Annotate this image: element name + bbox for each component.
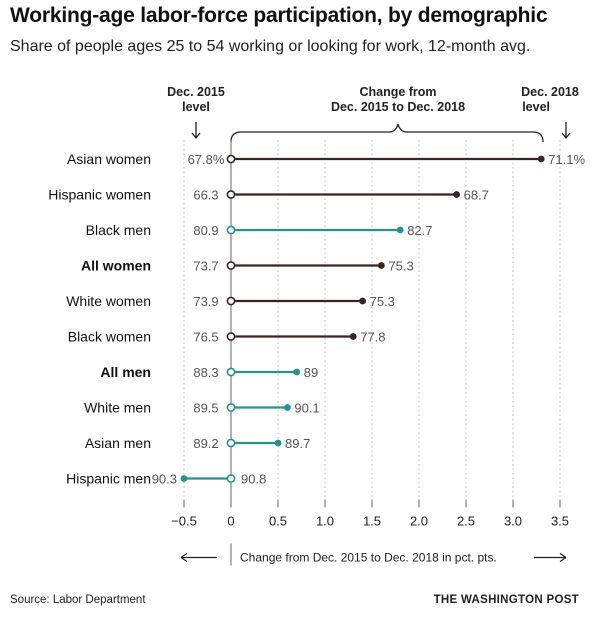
row-label: Black men xyxy=(86,222,151,238)
start-dot xyxy=(226,296,236,306)
start-level-arrow xyxy=(191,122,201,140)
chart-title: Working-age labor-force participation, b… xyxy=(10,4,548,27)
end-level-arrow xyxy=(561,122,571,140)
end-value: 75.3 xyxy=(388,259,413,274)
chart-subtitle: Share of people ages 25 to 54 working or… xyxy=(10,38,531,55)
end-value: 89 xyxy=(304,365,318,380)
start-value: 66.3 xyxy=(193,188,218,203)
start-value: 73.9 xyxy=(193,294,218,309)
start-value: 89.5 xyxy=(193,401,218,416)
start-value: 67.8% xyxy=(188,152,225,167)
source-note: Source: Labor Department xyxy=(10,594,146,606)
start-dot xyxy=(226,154,236,164)
end-level-header: level xyxy=(522,100,550,114)
x-tick-label: 2.5 xyxy=(457,514,475,529)
right-arrow xyxy=(534,553,567,562)
start-level-header: Dec. 2015 xyxy=(167,85,225,99)
row-label: Black women xyxy=(68,329,151,345)
row-label: White women xyxy=(66,293,151,309)
change-header: Change from xyxy=(359,85,436,99)
x-tick-label: 1.0 xyxy=(316,514,334,529)
start-dot xyxy=(226,225,236,235)
end-dot xyxy=(274,439,282,447)
end-value: 71.1% xyxy=(548,152,585,167)
x-axis-label: Change from Dec. 2015 to Dec. 2018 in pc… xyxy=(240,551,497,565)
left-arrow xyxy=(180,553,217,562)
start-value: 88.3 xyxy=(193,365,218,380)
end-dot xyxy=(284,404,291,411)
start-dot xyxy=(226,261,236,270)
start-level-header: level xyxy=(182,100,210,114)
start-dot xyxy=(226,403,236,412)
x-tick-label: 1.5 xyxy=(363,514,381,529)
end-value: 90.3 xyxy=(152,472,177,487)
x-tick-label: 3.0 xyxy=(504,514,522,529)
start-dot xyxy=(226,190,236,199)
start-dot xyxy=(226,474,236,483)
end-level-header: Dec. 2018 xyxy=(521,85,579,99)
change-header: Dec. 2015 to Dec. 2018 xyxy=(331,100,465,114)
row-label: White men xyxy=(84,400,151,416)
start-value: 80.9 xyxy=(193,223,218,238)
start-value: 89.2 xyxy=(193,436,218,451)
end-dot xyxy=(359,297,366,305)
start-value: 76.5 xyxy=(193,330,218,345)
end-dot xyxy=(180,475,188,482)
change-brace xyxy=(230,123,544,143)
end-value: 82.7 xyxy=(407,223,432,238)
start-dot xyxy=(226,438,236,448)
row-label: Hispanic men xyxy=(66,471,151,487)
x-tick-label: −0.5 xyxy=(171,514,197,529)
row-label: Asian men xyxy=(85,435,151,451)
publisher-credit: THE WASHINGTON POST xyxy=(433,594,579,606)
start-dot xyxy=(226,332,236,341)
end-value: 75.3 xyxy=(370,294,395,309)
end-dot xyxy=(396,226,404,234)
end-value: 77.8 xyxy=(360,330,385,345)
end-dot xyxy=(378,262,385,269)
row-label: All women xyxy=(81,258,151,274)
x-tick-label: 2.0 xyxy=(410,514,428,529)
row-label: All men xyxy=(100,364,151,380)
start-dot xyxy=(226,367,236,377)
x-tick-label: 3.5 xyxy=(551,514,569,529)
end-dot xyxy=(453,191,460,198)
start-value: 73.7 xyxy=(193,259,218,274)
end-value: 89.7 xyxy=(285,436,310,451)
end-dot xyxy=(293,368,301,376)
row-label: Hispanic women xyxy=(48,187,151,203)
x-tick-label: 0 xyxy=(227,514,234,529)
x-tick-label: 0.5 xyxy=(269,514,287,529)
end-dot xyxy=(349,333,357,340)
end-value: 68.7 xyxy=(464,188,489,203)
row-label: Asian women xyxy=(67,151,151,167)
start-value: 90.8 xyxy=(241,472,266,487)
end-value: 90.1 xyxy=(294,401,319,416)
end-dot xyxy=(537,155,545,163)
